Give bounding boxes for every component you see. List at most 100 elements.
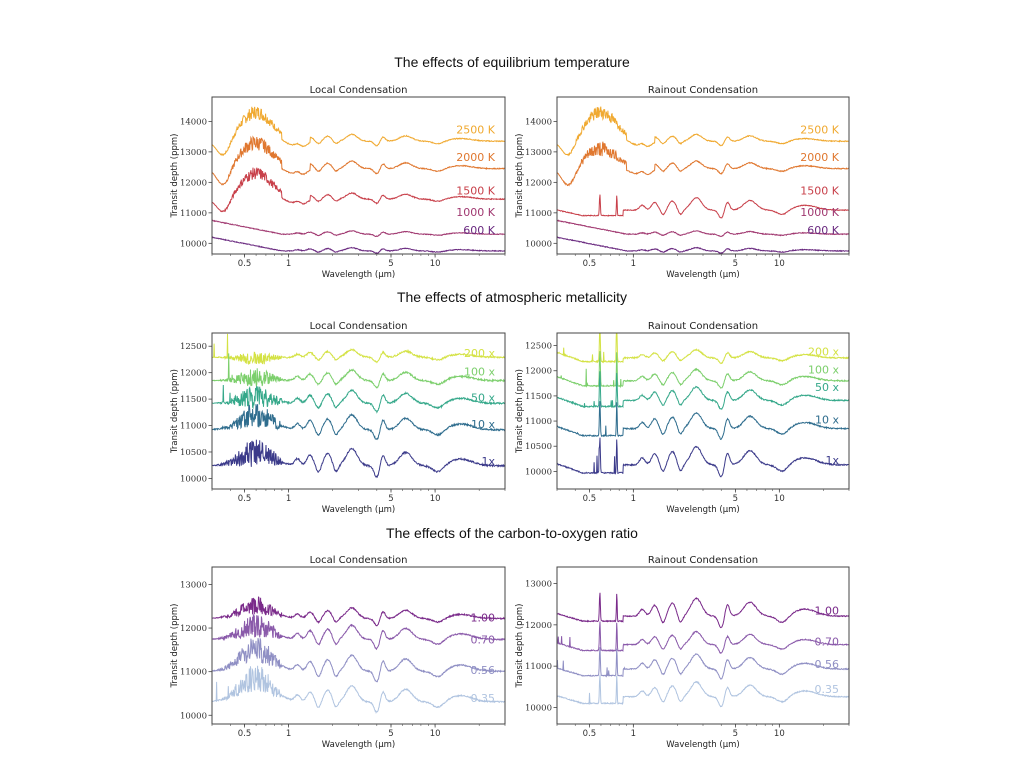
section-title-temperature: The effects of equilibrium temperature (394, 54, 630, 70)
y-tick-label: 12000 (180, 624, 207, 634)
series-label: 1000 K (456, 206, 495, 219)
y-tick-label: 11000 (180, 422, 207, 432)
series-label: 1000 K (800, 206, 839, 219)
series-label: 1.00 (815, 605, 840, 618)
series-line-1500k (212, 167, 505, 213)
y-tick-label: 11500 (525, 392, 552, 402)
y-tick-label: 10000 (180, 239, 207, 249)
y-tick-label: 10000 (180, 711, 207, 721)
y-tick-label: 12500 (180, 342, 207, 352)
y-tick-label: 13000 (525, 148, 552, 158)
series-label: 1500 K (800, 185, 839, 198)
series-line-1x (212, 439, 505, 479)
x-tick-label: 1 (631, 729, 636, 739)
series-label: 100 x (464, 365, 495, 378)
series-line-1000k (212, 219, 505, 237)
series-label: 2000 K (456, 151, 495, 164)
series-label: 1x (825, 454, 839, 467)
x-tick-label: 1 (286, 259, 291, 269)
series-line-2000k (212, 135, 505, 186)
x-tick-label: 10 (430, 494, 441, 504)
series-label: 2500 K (800, 124, 839, 137)
y-tick-label: 11000 (525, 417, 552, 427)
series-label: 2500 K (456, 124, 495, 137)
series-line-0.56 (212, 637, 505, 683)
y-tick-label: 12000 (525, 178, 552, 188)
series-line-100x (557, 351, 849, 389)
panel-title: Local Condensation (310, 555, 408, 566)
y-axis-label: Transit depth (ppm) (515, 133, 525, 218)
y-tick-label: 10500 (525, 442, 552, 452)
series-line-1.00 (557, 592, 849, 629)
x-axis-label: Wavelength (μm) (666, 270, 739, 280)
y-tick-label: 14000 (525, 117, 552, 127)
panel-title: Rainout Condensation (648, 555, 758, 566)
series-label: 0.70 (815, 636, 840, 649)
y-tick-label: 11000 (180, 668, 207, 678)
section-title-co-ratio: The effects of the carbon-to-oxygen rati… (386, 525, 638, 541)
x-axis-label: Wavelength (μm) (666, 740, 739, 750)
series-line-2500k (212, 106, 505, 157)
y-axis-label: Transit depth (ppm) (170, 603, 180, 688)
y-tick-label: 12000 (525, 367, 552, 377)
y-tick-label: 10000 (180, 474, 207, 484)
series-label: 200 x (808, 346, 839, 359)
y-tick-label: 11000 (525, 662, 552, 672)
series-line-0.56 (557, 647, 849, 680)
x-axis-label: Wavelength (μm) (666, 505, 739, 515)
axes-frame (556, 96, 850, 255)
panel-0: Local Condensation 2500 K 2000 K 1500 K 1000… (170, 85, 506, 280)
series-line-1500k (557, 194, 849, 219)
y-tick-label: 11000 (180, 209, 207, 219)
y-tick-label: 12000 (180, 369, 207, 379)
x-tick-label: 0.5 (238, 494, 252, 504)
series-line-200x (557, 333, 849, 365)
panel-title: Rainout Condensation (648, 321, 758, 332)
series-line-0.70 (212, 614, 505, 651)
panel-title: Rainout Condensation (648, 85, 758, 96)
panel-3: Rainout Condensation 200 x 100 x 50 x 10 x 1x… (515, 321, 850, 515)
series-label: 600 K (807, 224, 839, 237)
y-tick-label: 11500 (180, 395, 207, 405)
series-line-1000k (557, 219, 849, 238)
x-tick-label: 10 (430, 259, 441, 269)
series-label: 1500 K (456, 185, 495, 198)
series-label: 10 x (815, 414, 839, 427)
series-line-600k (557, 236, 849, 254)
series-line-0.35 (212, 665, 505, 714)
y-tick-label: 10000 (525, 703, 552, 713)
x-tick-label: 10 (430, 729, 441, 739)
series-line-1.00 (212, 596, 505, 627)
series-line-200x (212, 333, 505, 366)
series-label: 10 x (471, 418, 495, 431)
y-tick-label: 13000 (525, 580, 552, 590)
x-tick-label: 0.5 (238, 259, 252, 269)
x-tick-label: 0.5 (583, 729, 597, 739)
series-line-10x (212, 404, 505, 441)
series-line-10x (557, 401, 849, 441)
x-tick-label: 5 (733, 494, 738, 504)
panel-title: Local Condensation (310, 321, 408, 332)
panel-2: Local Condensation 200 x 100 x 50 x 10 x 1x 0.… (170, 321, 506, 515)
y-tick-label: 11000 (525, 209, 552, 219)
x-tick-label: 5 (388, 259, 393, 269)
x-tick-label: 0.5 (238, 729, 252, 739)
series-label: 2000 K (800, 151, 839, 164)
y-tick-label: 12000 (525, 621, 552, 631)
y-axis-label: Transit depth (ppm) (515, 603, 525, 688)
series-label: 1x (481, 455, 495, 468)
panel-1: Rainout Condensation 2500 K 2000 K 1500 K 10… (515, 85, 850, 280)
series-label: 600 K (463, 224, 495, 237)
y-axis-label: Transit depth (ppm) (515, 369, 525, 454)
section-title-metallicity: The effects of atmospheric metallicity (396, 289, 628, 305)
series-line-100x (212, 353, 505, 389)
y-axis-label: Transit depth (ppm) (170, 369, 180, 454)
x-tick-label: 10 (774, 494, 785, 504)
x-tick-label: 10 (774, 259, 785, 269)
x-tick-label: 0.5 (583, 494, 597, 504)
series-label: 0.70 (471, 633, 496, 646)
x-tick-label: 1 (631, 494, 636, 504)
series-label: 50 x (471, 392, 495, 405)
x-tick-label: 10 (774, 729, 785, 739)
